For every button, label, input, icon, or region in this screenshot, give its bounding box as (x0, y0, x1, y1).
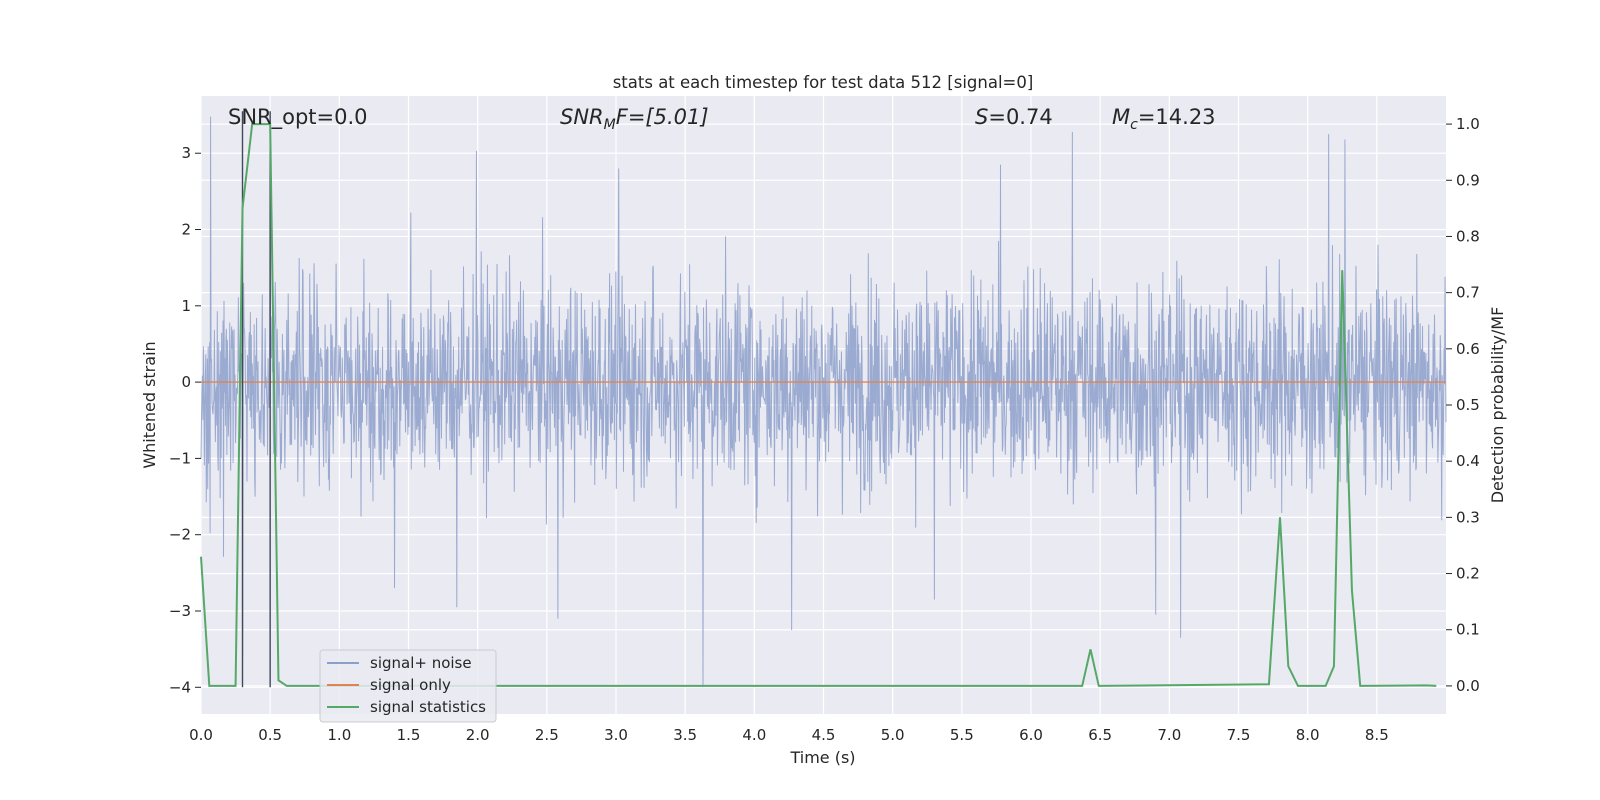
annotation-mc-value: =14.23 (1138, 105, 1216, 129)
annotation-snr-opt: SNR_opt=0.0 (228, 105, 368, 130)
annotation-mc-subscript: c (1130, 117, 1138, 133)
x-tick-label: 3.5 (673, 726, 697, 744)
y2-axis-label: Detection probability/MF (1488, 307, 1507, 504)
y-axis-label: Whitened strain (140, 341, 159, 468)
legend-box (319, 649, 497, 723)
annotation-snr-mf-value-f: F=[5.01] (616, 105, 709, 129)
legend-label-stats: signal statistics (370, 698, 486, 716)
annotation-snr-mf-symbol: SNR (560, 105, 604, 129)
x-tick-label: 5.0 (881, 726, 905, 744)
y2-tick-label: 0.1 (1456, 621, 1480, 639)
annotation-s-symbol: S (975, 105, 988, 129)
y-tick-label: −3 (169, 602, 191, 620)
annotation-snr-mf-subscript: M (604, 117, 616, 133)
x-tick-label: 6.0 (1019, 726, 1043, 744)
annotation-mc: Mc=14.23 (1112, 105, 1216, 133)
legend: signal+ noise signal only signal statist… (319, 649, 497, 723)
y2-tick-label: 0.2 (1456, 565, 1480, 583)
statistics-line (200, 123, 1437, 687)
y2-tick-label: 0.0 (1456, 677, 1480, 695)
y2-tick-label: 1.0 (1456, 115, 1480, 133)
x-tick-label: 2.5 (535, 726, 559, 744)
annotation-s-value: =0.74 (988, 105, 1052, 129)
x-tick-label: 8.5 (1365, 726, 1389, 744)
y2-tick-label: 0.3 (1456, 508, 1480, 526)
y-tick-label: −1 (169, 449, 191, 467)
axis-ticks: 0.0 0.5 1.0 1.5 2.0 2.5 3.0 3.5 4.0 4.5 5.0 5.5 6.0 6… (169, 115, 1480, 744)
x-tick-label: 2.0 (466, 726, 490, 744)
y-tick-label: −4 (169, 678, 191, 696)
x-tick-label: 4.0 (742, 726, 766, 744)
x-tick-label: 3.0 (604, 726, 628, 744)
x-tick-label: 5.5 (950, 726, 974, 744)
annotation-snr-mf: SNRMF=[5.01] (560, 105, 709, 133)
chart-title: stats at each timestep for test data 512… (613, 73, 1034, 92)
y-tick-label: 3 (181, 144, 191, 162)
y2-tick-label: 0.6 (1456, 340, 1480, 358)
x-tick-label: 1.5 (397, 726, 421, 744)
x-tick-label: 7.5 (1227, 726, 1251, 744)
legend-label-signal: signal only (370, 676, 451, 694)
y2-tick-label: 0.4 (1456, 452, 1480, 470)
x-tick-label: 4.5 (812, 726, 836, 744)
x-tick-label: 8.0 (1296, 726, 1320, 744)
noise-line (200, 116, 1447, 688)
y2-tick-label: 0.5 (1456, 396, 1480, 414)
y2-tick-label: 0.9 (1456, 171, 1480, 189)
y-tick-label: 2 (181, 221, 191, 239)
annotation-s: S=0.74 (975, 105, 1053, 129)
x-tick-label: 0.5 (258, 726, 282, 744)
y2-tick-label: 0.8 (1456, 227, 1480, 245)
x-tick-label: 1.0 (327, 726, 351, 744)
y-tick-label: −2 (169, 526, 191, 544)
x-axis-label: Time (s) (789, 748, 855, 767)
y-tick-label: 0 (181, 373, 191, 391)
legend-label-noise: signal+ noise (370, 654, 472, 672)
x-tick-label: 7.0 (1157, 726, 1181, 744)
x-tick-label: 0.0 (189, 726, 213, 744)
y2-tick-label: 0.7 (1456, 284, 1480, 302)
signal-statistics-series (200, 123, 1437, 687)
x-tick-label: 6.5 (1088, 726, 1112, 744)
signal-noise-series (200, 116, 1447, 688)
annotation-mc-symbol: M (1112, 105, 1130, 129)
y-tick-label: 1 (181, 297, 191, 315)
